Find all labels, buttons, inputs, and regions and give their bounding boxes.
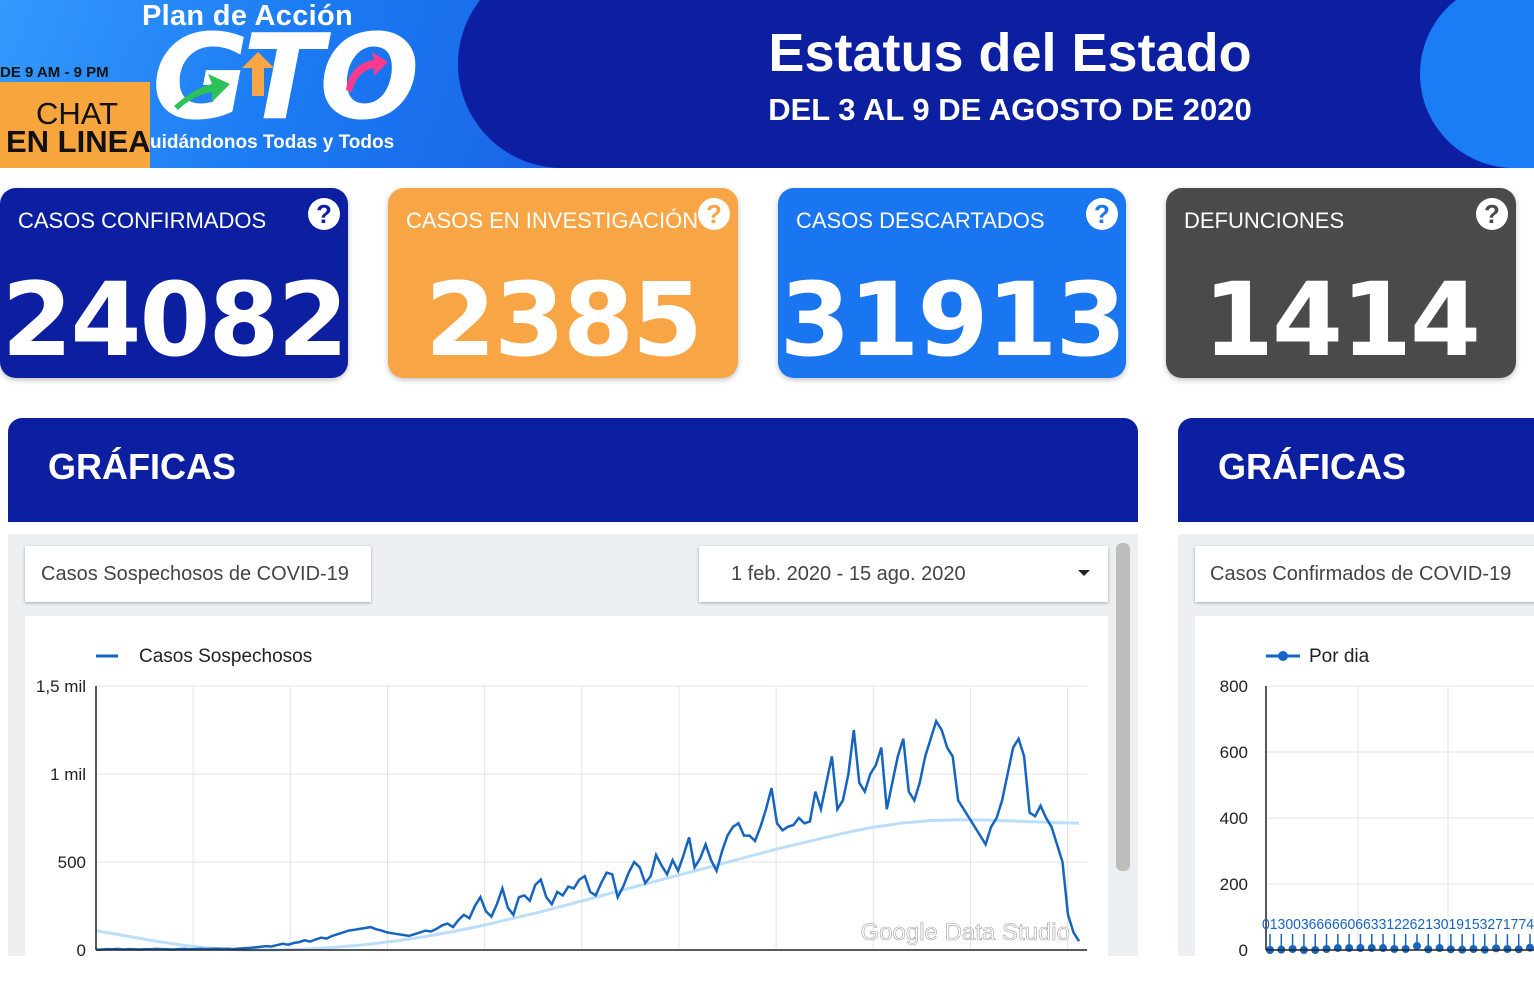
chat-label-line2[interactable]: EN LINEA bbox=[6, 124, 151, 159]
chat-hours: DE 9 AM - 9 PM bbox=[0, 64, 109, 81]
scrollbar-thumb[interactable] bbox=[1116, 543, 1130, 871]
grid bbox=[1266, 685, 1534, 951]
legend-label: Por dia bbox=[1309, 646, 1370, 667]
chat-label-line1[interactable]: CHAT bbox=[36, 96, 119, 131]
banner-title-pill bbox=[458, 0, 1534, 168]
section-title: GRÁFICAS bbox=[1218, 446, 1406, 487]
header-banner: Plan de Acción GTO uidándonos Todas y To… bbox=[0, 0, 1534, 168]
series-line-casos-sospechosos bbox=[95, 718, 1081, 951]
card-value: 24082 bbox=[1, 261, 348, 378]
y-tick-label: 500 bbox=[58, 853, 86, 872]
y-tick-label: 800 bbox=[1220, 677, 1248, 696]
data-labels: 01300366666066331226213019153271774 bbox=[1262, 916, 1534, 933]
y-tick-label: 400 bbox=[1220, 809, 1248, 828]
card-label: CASOS EN INVESTIGACIÓN bbox=[406, 208, 699, 233]
section-title: GRÁFICAS bbox=[48, 446, 236, 487]
y-tick-label: 1,5 mil bbox=[36, 677, 86, 696]
date-range-selector[interactable]: 1 feb. 2020 - 15 ago. 2020 bbox=[699, 546, 1108, 602]
data-point bbox=[1322, 945, 1331, 954]
logo-plan-text: Plan de Acción bbox=[142, 0, 354, 32]
data-point bbox=[1345, 944, 1354, 953]
y-axis-ticks: 0 500 1 mil 1,5 mil bbox=[36, 677, 86, 956]
green-arrow-icon bbox=[174, 74, 230, 110]
logo-gto: GTO bbox=[152, 8, 420, 146]
card-value: 2385 bbox=[425, 261, 703, 378]
data-point bbox=[1367, 944, 1376, 953]
help-icon[interactable]: ? bbox=[1476, 198, 1508, 230]
chart-canvas-right bbox=[1195, 616, 1534, 956]
data-point bbox=[1356, 944, 1365, 953]
suspected-cases-chart: Casos Sospechosos 0 500 1 mil 1,5 mil Googl… bbox=[36, 646, 1087, 956]
card-label: CASOS CONFIRMADOS bbox=[18, 208, 267, 233]
data-point bbox=[1412, 942, 1421, 951]
y-tick-label: 600 bbox=[1220, 743, 1248, 762]
card-label: CASOS DESCARTADOS bbox=[796, 208, 1045, 233]
card-investigation: CASOS EN INVESTIGACIÓN ? 2385 bbox=[388, 188, 738, 378]
watermark: Google Data Studio bbox=[861, 919, 1070, 946]
section-graficas-right: GRÁFICAS bbox=[1178, 418, 1534, 522]
y-tick-label: 0 bbox=[77, 941, 86, 956]
y-axis-ticks: 0 200 400 600 800 bbox=[1220, 677, 1248, 956]
page-title: Estatus del Estado bbox=[768, 23, 1252, 83]
data-point bbox=[1492, 944, 1501, 953]
data-point bbox=[1469, 945, 1478, 954]
page-subtitle: DEL 3 AL 9 DE AGOSTO DE 2020 bbox=[768, 92, 1252, 127]
card-confirmed: CASOS CONFIRMADOS ? 24082 bbox=[0, 188, 348, 378]
help-icon[interactable]: ? bbox=[1086, 198, 1118, 230]
data-point bbox=[1333, 944, 1342, 953]
data-point bbox=[1288, 945, 1297, 954]
chat-button[interactable] bbox=[0, 82, 150, 168]
data-point bbox=[1435, 944, 1444, 953]
card-discarded: CASOS DESCARTADOS ? 31913 bbox=[778, 188, 1126, 378]
card-label: DEFUNCIONES bbox=[1184, 208, 1345, 233]
legend-marker bbox=[1278, 651, 1288, 661]
card-value: 1414 bbox=[1203, 261, 1481, 378]
card-deaths: DEFUNCIONES ? 1414 bbox=[1166, 188, 1516, 378]
y-tick-label: 1 mil bbox=[50, 765, 86, 784]
logo-slogan: uidándonos Todas y Todos bbox=[150, 132, 395, 153]
help-icon[interactable]: ? bbox=[308, 198, 340, 230]
chevron-down-icon bbox=[1078, 570, 1090, 576]
confirmed-cases-chart: Por dia 0 200 400 600 800 013003666660663312… bbox=[1220, 646, 1534, 956]
data-point bbox=[1379, 944, 1388, 953]
metric-selector-right[interactable]: Casos Confirmados de COVID-19 bbox=[1195, 546, 1534, 602]
daily-markers bbox=[1266, 934, 1534, 954]
date-range-label: 1 feb. 2020 - 15 ago. 2020 bbox=[731, 563, 966, 585]
pink-arrow-icon bbox=[346, 52, 388, 92]
help-icon[interactable]: ? bbox=[698, 198, 730, 230]
data-point bbox=[1401, 945, 1410, 954]
y-tick-label: 0 bbox=[1239, 941, 1248, 956]
metric-selector[interactable]: Casos Sospechosos de COVID-19 bbox=[25, 546, 371, 602]
chart-canvas-left bbox=[25, 616, 1108, 956]
legend-label: Casos Sospechosos bbox=[139, 646, 312, 667]
y-tick-label: 200 bbox=[1220, 875, 1248, 894]
card-value: 31913 bbox=[779, 261, 1126, 378]
section-graficas-left: GRÁFICAS bbox=[8, 418, 1138, 522]
data-point bbox=[1503, 945, 1512, 954]
orange-arrow-icon bbox=[242, 52, 274, 96]
data-point bbox=[1390, 945, 1399, 954]
